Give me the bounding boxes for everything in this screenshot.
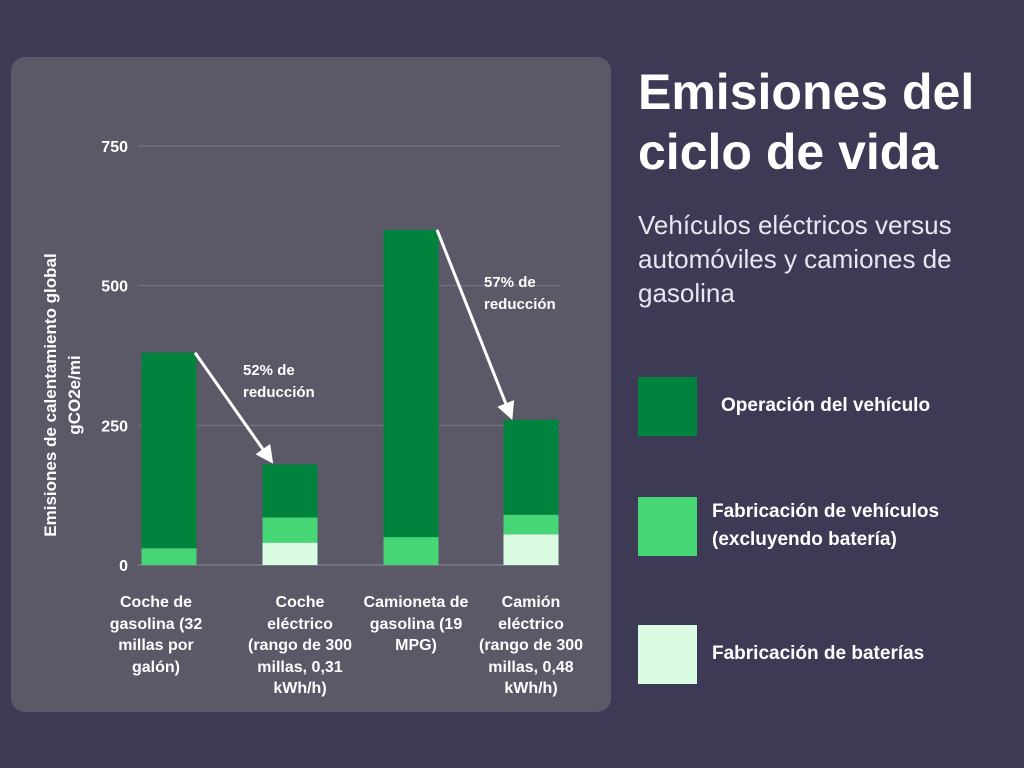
y-tick-label-0: 0 xyxy=(119,558,128,575)
bar-gasoline-truck-operation xyxy=(383,229,439,538)
bar-electric-car-manufacturing xyxy=(262,517,318,543)
reduction-annotation-truck: 57% de reducción xyxy=(484,274,556,313)
bar-gasoline-car-manufacturing xyxy=(141,548,197,565)
legend-item-battery: Fabricación de baterías xyxy=(638,624,1018,684)
reduction-annotation-car: 52% de reducción xyxy=(243,362,315,401)
y-tick-label-750: 750 xyxy=(101,139,128,156)
bar-electric-truck-manufacturing xyxy=(503,514,559,535)
category-label-electric-truck: Camión eléctrico (rango de 300 millas, 0… xyxy=(478,594,584,697)
page-subtitle: Vehículos eléctricos versus automóviles … xyxy=(638,210,952,308)
bar-electric-car-operation xyxy=(262,464,318,518)
bar-gasoline-truck-manufacturing xyxy=(383,537,439,565)
y-axis-label: Emisiones de calentamiento global gCO2e/… xyxy=(41,253,84,537)
legend-item-operation: Operación del vehículo xyxy=(638,376,1018,436)
legend-swatch-battery xyxy=(638,624,697,684)
bar-gasoline-car-operation xyxy=(141,352,197,549)
legend-label-battery: Fabricación de baterías xyxy=(712,643,925,664)
page-title: Emisiones del ciclo de vida xyxy=(638,64,975,180)
bar-electric-truck-battery xyxy=(503,534,559,565)
category-label-gasoline-car: Coche de gasolina (32 millas por galón) xyxy=(109,594,203,676)
legend-swatch-operation xyxy=(638,376,697,436)
chart-panel xyxy=(11,57,611,712)
bar-electric-truck-operation xyxy=(503,419,559,515)
y-tick-label-500: 500 xyxy=(101,279,128,296)
y-tick-label-250: 250 xyxy=(101,418,128,435)
category-label-gasoline-truck: Camioneta de gasolina (19 MPG) xyxy=(363,594,469,654)
legend-label-manufacturing: Fabricación de vehículos (excluyendo bat… xyxy=(712,501,940,550)
legend-label-operation: Operación del vehículo xyxy=(721,395,931,416)
reduction-arrow-2 xyxy=(435,229,515,421)
legend-swatch-manufacturing xyxy=(638,496,697,556)
bar-electric-car-battery xyxy=(262,542,318,565)
legend-item-manufacturing: Fabricación de vehículos (excluyendo bat… xyxy=(638,496,1018,556)
reduction-arrow-1 xyxy=(193,351,274,464)
category-label-electric-car: Coche eléctrico (rango de 300 millas, 0,… xyxy=(247,594,353,697)
